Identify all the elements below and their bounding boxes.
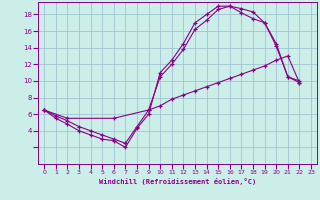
X-axis label: Windchill (Refroidissement éolien,°C): Windchill (Refroidissement éolien,°C)	[99, 178, 256, 185]
